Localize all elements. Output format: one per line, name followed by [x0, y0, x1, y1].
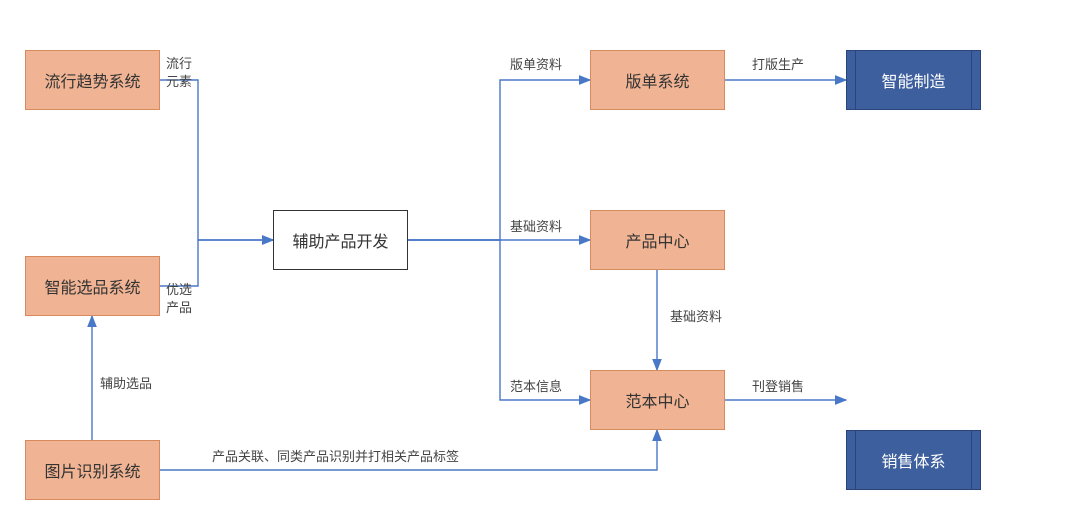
e-assist-pattern	[408, 80, 590, 240]
node-label: 产品中心	[625, 228, 689, 252]
node-product: 产品中心	[590, 210, 725, 270]
e-imgrec-sample-label: 产品关联、同类产品识别并打相关产品标签	[212, 448, 459, 466]
node-label: 流行趋势系统	[44, 68, 140, 92]
e-trend-assist	[160, 80, 273, 240]
e-trend-assist-label: 流行元素	[166, 55, 192, 90]
e-pattern-mfg-label: 打版生产	[752, 56, 804, 74]
node-label: 智能选品系统	[44, 274, 140, 298]
node-label: 范本中心	[625, 388, 689, 412]
node-pattern: 版单系统	[590, 50, 725, 110]
node-label: 智能制造	[881, 68, 945, 92]
e-product-sample-label: 基础资料	[670, 308, 722, 326]
node-label: 销售体系	[881, 448, 945, 472]
e-assist-sample-label: 范本信息	[510, 378, 562, 396]
node-sample: 范本中心	[590, 370, 725, 430]
e-imgrec-select-label: 辅助选品	[100, 375, 152, 393]
e-assist-pattern-label: 版单资料	[510, 56, 562, 74]
node-assist: 辅助产品开发	[273, 210, 408, 270]
e-select-assist-label: 优选产品	[166, 281, 192, 316]
e-assist-product-label: 基础资料	[510, 218, 562, 236]
node-sales: 销售体系	[846, 430, 981, 490]
node-label: 版单系统	[625, 68, 689, 92]
node-select: 智能选品系统	[25, 256, 160, 316]
node-trend: 流行趋势系统	[25, 50, 160, 110]
node-mfg: 智能制造	[846, 50, 981, 110]
node-imgrec: 图片识别系统	[25, 440, 160, 500]
e-sample-sales-label: 刊登销售	[752, 378, 804, 396]
e-assist-sample	[408, 240, 590, 400]
node-label: 图片识别系统	[44, 458, 140, 482]
e-select-assist	[160, 240, 273, 286]
node-label: 辅助产品开发	[292, 228, 388, 252]
